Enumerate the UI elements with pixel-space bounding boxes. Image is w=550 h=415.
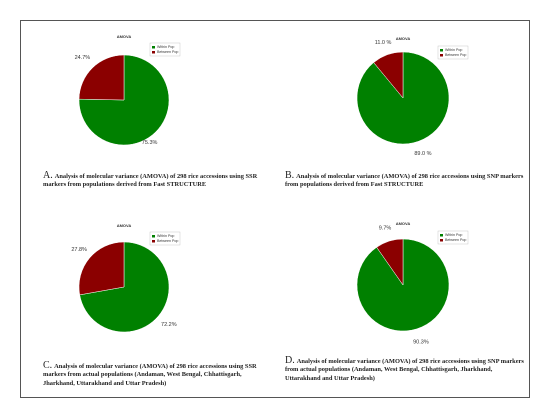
slice-label-b-between: 11.0 % (375, 40, 392, 46)
pie-slice-a-between (78, 54, 125, 101)
caption-text-a: Analysis of molecular variance (AMOVA) o… (43, 173, 258, 189)
legend-swatch-c-between (152, 240, 155, 243)
legend-label-a-between: Between Pop (157, 50, 178, 54)
slice-label-a-between: 24.7% (75, 55, 91, 61)
pie-slice-c-within (79, 241, 170, 333)
figure-frame (20, 20, 530, 398)
slice-label-c-within: 72.2% (161, 322, 177, 328)
legend-swatch-c-within (152, 235, 155, 238)
panel-c: 72.2% 27.8% AMOVA Within Pop Between Pop C. A… (0, 205, 275, 400)
slice-label-c-between: 27.8% (71, 247, 87, 253)
caption-letter-b: B. (285, 170, 295, 181)
caption-text-b: Analysis of molecular variance (AMOVA) o… (285, 173, 524, 189)
caption-c: C. Analysis of molecular variance (AMOVA)… (43, 360, 268, 388)
legend-box-d (437, 230, 469, 245)
legend-label-d-between: Between Pop (445, 238, 466, 242)
legend-label-b-within: Within Pop (445, 48, 462, 52)
legend-label-c-within: Within Pop (157, 234, 174, 238)
legend-box-c (149, 231, 181, 246)
chart-title-d: AMOVA (396, 221, 411, 226)
panel-b: 89.0 % 11.0 % AMOVA Within Pop Between Pop B… (275, 0, 550, 208)
caption-text-d: Analysis of molecular variance (AMOVA) o… (285, 358, 524, 382)
legend-label-b-between: Between Pop (445, 53, 466, 57)
legend-box-b (437, 45, 469, 60)
legend-swatch-d-within (440, 234, 443, 237)
chart-title-b: AMOVA (396, 36, 411, 41)
pie-slice-b-between (373, 51, 404, 99)
caption-d: D. Analysis of molecular variance (AMOVA)… (285, 355, 525, 383)
legend-swatch-b-within (440, 49, 443, 52)
slice-label-d-within: 90.3% (413, 339, 429, 345)
legend-label-a-within: Within Pop (157, 45, 174, 49)
caption-b: B. Analysis of molecular variance (AMOVA)… (285, 170, 530, 190)
legend-swatch-d-between (440, 239, 443, 242)
caption-letter-d: D. (285, 355, 295, 366)
caption-letter-c: C. (43, 360, 53, 371)
caption-a: A. Analysis of molecular variance (AMOVA)… (43, 170, 258, 190)
slice-label-d-between: 9.7% (379, 225, 392, 231)
slice-label-b-within: 89.0 % (414, 151, 431, 157)
chart-title-a: AMOVA (117, 34, 132, 39)
panel-d: 90.3% 9.7% AMOVA Within Pop Between Pop D. An… (275, 205, 550, 400)
legend-box-a (149, 42, 181, 57)
legend-swatch-a-between (152, 51, 155, 54)
legend-swatch-a-within (152, 46, 155, 49)
legend-label-c-between: Between Pop (157, 239, 178, 243)
panel-a: 75.3% 24.7% AMOVA Within Pop Between Pop A. A… (0, 0, 275, 208)
pie-slice-d-between (376, 238, 404, 286)
caption-letter-a: A. (43, 170, 53, 181)
slice-label-a-within: 75.3% (142, 140, 158, 146)
chart-title-c: AMOVA (117, 223, 132, 228)
caption-text-c: Analysis of molecular variance (AMOVA) o… (43, 363, 257, 387)
legend-label-d-within: Within Pop (445, 233, 462, 237)
legend-swatch-b-between (440, 54, 443, 57)
pie-slice-c-between (78, 241, 125, 296)
